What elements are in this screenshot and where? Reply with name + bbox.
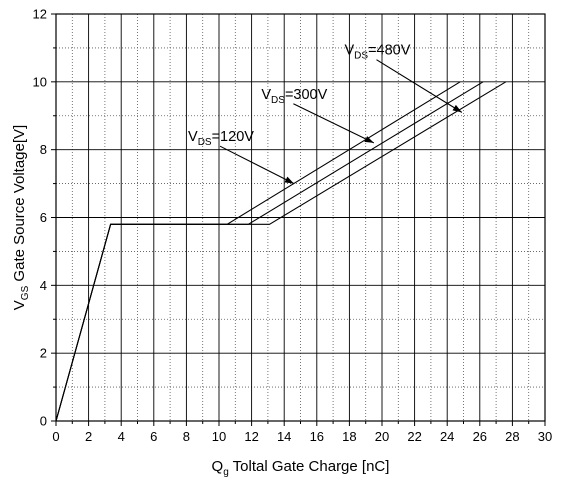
y-tick-label: 10 [33,74,47,89]
y-tick-label: 2 [40,346,47,361]
x-axis-title: Qg Toltal Gate Charge [nC] [212,458,390,478]
vds-annotations: VDS=120V VDS=300V VDS=480V [188,43,463,185]
x-tick-labels: 0 2 4 6 8 10 12 14 16 18 20 22 24 26 28 30 [52,429,552,444]
y-tick-labels: 0 2 4 6 8 10 12 [33,7,47,429]
x-tick-label: 8 [183,429,190,444]
x-tick-label: 16 [310,429,324,444]
series-lines [55,81,507,422]
y-axis-title: VGS Gate Source Voltage[V] [11,125,31,310]
y-tick-label: 4 [40,278,47,293]
x-tick-label: 14 [277,429,291,444]
x-tick-label: 4 [118,429,125,444]
y-tick-label: 12 [33,7,47,22]
arrow-line [293,103,375,144]
x-tick-label: 18 [342,429,356,444]
x-tick-label: 22 [407,429,421,444]
arrow-line [219,145,295,185]
x-tick-label: 10 [212,429,226,444]
vds-label: VDS=300V [261,87,327,106]
x-tick-label: 26 [473,429,487,444]
y-tick-label: 6 [40,210,47,225]
arrow-line [376,59,463,113]
x-tick-label: 20 [375,429,389,444]
vds-label: VDS=480V [345,43,411,62]
y-tick-label: 0 [40,414,47,429]
x-tick-label: 6 [150,429,157,444]
arrow-head-icon [364,136,374,143]
vds-label: VDS=120V [188,129,254,148]
major-gridlines [56,14,545,421]
x-tick-label: 12 [244,429,258,444]
x-tick-label: 0 [52,429,59,444]
axis-ticks [51,13,546,426]
x-tick-label: 2 [85,429,92,444]
series-line [55,81,507,422]
arrow-head-icon [452,104,462,113]
y-tick-label: 8 [40,142,47,157]
x-tick-label: 24 [440,429,454,444]
arrow-head-icon [284,176,294,184]
x-tick-label: 28 [505,429,519,444]
x-tick-label: 30 [538,429,552,444]
